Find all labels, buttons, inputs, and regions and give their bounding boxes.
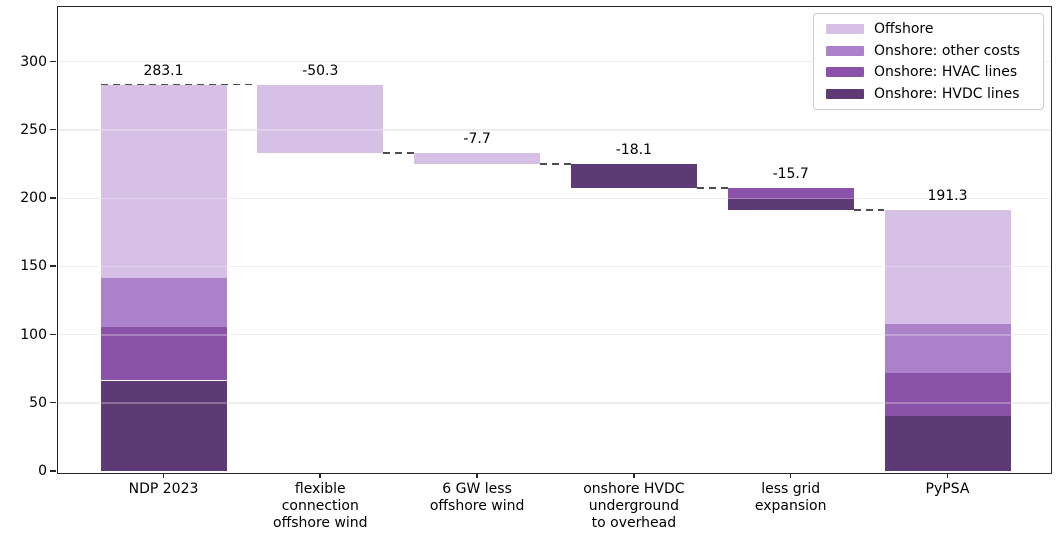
- x-tick: [162, 473, 165, 478]
- gridline: [57, 334, 1050, 336]
- waterfall-connector-line: [100, 83, 258, 86]
- gridline: [57, 61, 1050, 63]
- bar-segment: [257, 84, 384, 154]
- gridline: [57, 129, 1050, 131]
- y-tick-label: 200: [20, 190, 47, 206]
- gridline-overlay: [57, 265, 1050, 268]
- waterfall-connector-line: [853, 208, 885, 211]
- y-tick-label: 0: [38, 463, 47, 479]
- y-tick-label: 50: [29, 394, 47, 411]
- waterfall-connector-line: [540, 162, 571, 165]
- y-tick: [50, 333, 56, 336]
- x-tick: [789, 473, 792, 478]
- bar-segment: [884, 373, 1011, 417]
- bar-segment: [884, 324, 1011, 374]
- legend-label: Onshore: HVDC lines: [874, 86, 1020, 103]
- legend-item: Onshore: HVAC lines: [814, 62, 1043, 84]
- value-label: -50.3: [302, 62, 339, 79]
- y-tick-label: 300: [20, 53, 47, 70]
- legend-item: Onshore: HVDC lines: [814, 83, 1043, 105]
- y-tick-label: 100: [20, 326, 47, 343]
- legend-item: Offshore: [814, 18, 1043, 40]
- bar-segment: [727, 188, 854, 200]
- x-tick: [946, 473, 949, 478]
- legend-label: Offshore: [874, 20, 934, 37]
- y-tick: [50, 128, 56, 131]
- waterfall-connector-line: [383, 152, 415, 155]
- bar-segment: [100, 380, 227, 471]
- legend-item: Onshore: other costs: [814, 40, 1043, 62]
- y-tick: [50, 197, 56, 199]
- gridline-overlay: [57, 61, 1050, 63]
- value-label: -15.7: [772, 166, 809, 183]
- y-tick: [50, 265, 56, 267]
- gridline: [57, 265, 1050, 268]
- legend-label: Onshore: HVAC lines: [874, 64, 1018, 81]
- bar-segment: [884, 416, 1011, 471]
- y-tick: [50, 60, 56, 63]
- y-tick-label: 250: [20, 121, 47, 138]
- gridline-overlay: [57, 402, 1050, 404]
- value-label: -18.1: [615, 141, 653, 158]
- y-tick-label: 150: [20, 258, 47, 275]
- x-tick: [319, 473, 321, 478]
- x-tick-label-1: NDP 2023: [128, 481, 199, 497]
- value-label: -7.7: [463, 131, 491, 148]
- bar-segment: [100, 277, 227, 327]
- y-tick: [50, 470, 56, 472]
- y-tick: [50, 401, 56, 404]
- x-tick-label-6: PyPSA: [925, 481, 970, 497]
- legend-swatch: [826, 67, 864, 78]
- legend-label: Onshore: other costs: [874, 42, 1020, 59]
- bar-segment: [100, 326, 227, 381]
- gridline-overlay: [57, 129, 1050, 131]
- bar-segment: [570, 163, 697, 189]
- x-tick: [476, 473, 478, 478]
- x-tick-label-5: less grid expansion: [754, 481, 827, 514]
- gridline-overlay: [57, 197, 1050, 200]
- x-tick-label-4: onshore HVDC underground to overhead: [583, 481, 685, 531]
- legend-swatch: [826, 89, 864, 100]
- x-tick: [632, 473, 635, 478]
- x-tick-label-2: flexible connection offshore wind: [273, 481, 368, 531]
- bar-segment: [414, 153, 541, 164]
- bar-segment: [727, 199, 854, 210]
- legend: Offshore Onshore: other costs Onshore: HVA…: [813, 13, 1044, 110]
- legend-swatch: [826, 23, 864, 34]
- value-label: 191.3: [927, 187, 968, 204]
- value-label: 283.1: [143, 62, 184, 79]
- x-tick-label-3: 6 GW less offshore wind: [429, 481, 525, 514]
- bar-segment: [884, 209, 1011, 325]
- gridline: [57, 197, 1050, 199]
- gridline: [57, 402, 1050, 404]
- waterfall-connector-line: [696, 187, 728, 190]
- bar-segment: [100, 84, 227, 278]
- gridline-overlay: [57, 334, 1050, 336]
- legend-swatch: [826, 45, 864, 56]
